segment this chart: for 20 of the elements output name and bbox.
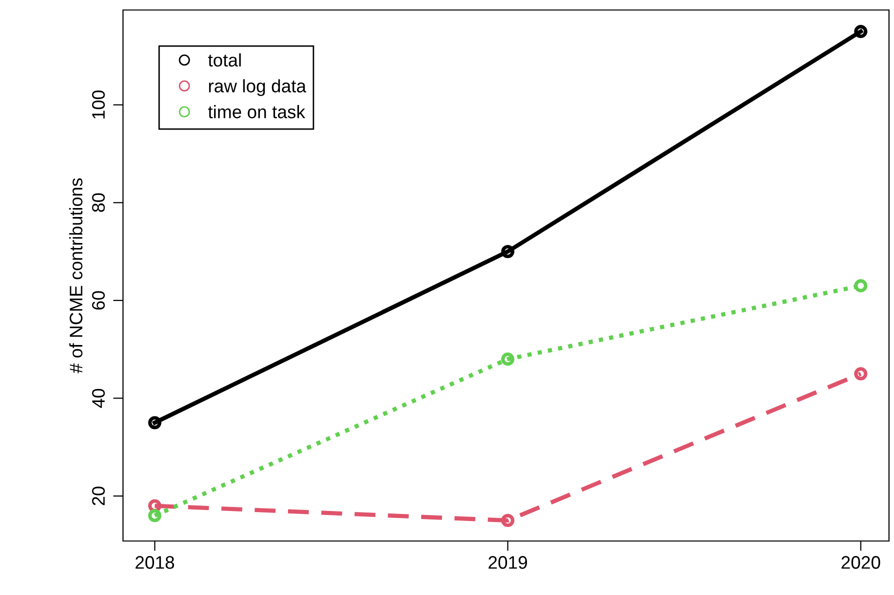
y-tick-label: 60 — [92, 291, 105, 310]
point — [148, 416, 162, 430]
legend-label: time on task — [208, 105, 306, 118]
point — [501, 514, 514, 528]
point — [148, 508, 162, 522]
point — [501, 244, 514, 258]
y-tick-label: 40 — [92, 388, 105, 408]
point — [854, 367, 868, 380]
x-tick-label: 2019 — [488, 556, 527, 569]
y-axis-title: # of NCME contributions — [69, 178, 82, 374]
point — [854, 24, 868, 38]
legend-label: raw log data — [209, 79, 306, 96]
x-tick-label: 2018 — [136, 556, 174, 569]
legend-label: total — [208, 53, 241, 67]
x-tick-label: 2020 — [842, 556, 880, 569]
y-tick-label: 20 — [92, 486, 105, 506]
y-tick-label: 100 — [92, 90, 105, 119]
point — [501, 352, 514, 366]
point — [854, 279, 868, 292]
y-tick-label: 80 — [92, 193, 105, 212]
